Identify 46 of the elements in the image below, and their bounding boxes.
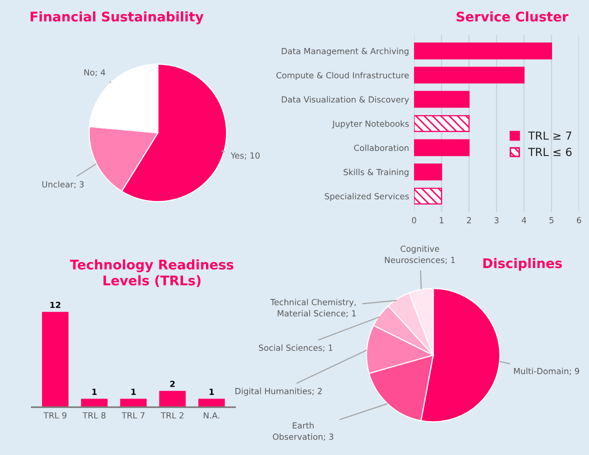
- y-tick-label: Data Visualization & Discovery: [282, 96, 409, 104]
- x-tick-label: TRL 8: [82, 412, 106, 419]
- bar: [414, 115, 470, 132]
- bar: [414, 42, 552, 60]
- bar: [414, 90, 470, 108]
- data-label: 1: [92, 388, 97, 395]
- x-tick-label: 3: [494, 217, 499, 224]
- x-tick-label: N.A.: [204, 412, 220, 418]
- bar: [414, 164, 442, 180]
- y-tick-label: Compute & Cloud Infrastructure: [276, 72, 409, 80]
- x-tick-label: TRL 9: [43, 412, 66, 419]
- legend-label: TRL ≥ 7: [528, 132, 572, 140]
- x-tick-label: 1: [440, 217, 444, 224]
- bar: [414, 188, 442, 205]
- slice-label: Earth Observation; 3: [272, 422, 334, 441]
- chart-title: Financial Sustainability: [30, 11, 204, 24]
- chart-title: Technology Readiness Levels (TRLs): [70, 259, 234, 287]
- x-tick-label: 5: [549, 217, 554, 224]
- slice-label: Technical Chemistry, Material Science; 1: [270, 298, 356, 318]
- slice-label: Yes; 10: [230, 152, 260, 160]
- slice-label: Social Sciences; 1: [258, 344, 332, 352]
- x-tick-label: 4: [522, 217, 526, 224]
- slice-label: Cognitive Neurosciences; 1: [384, 245, 455, 264]
- slice-label: Digital Humanities; 2: [235, 388, 322, 396]
- legend-label: TRL ≤ 6: [528, 148, 572, 156]
- text: Disciplines: [483, 258, 562, 271]
- slice-label: No; 4: [84, 69, 106, 76]
- data-label: 12: [50, 302, 60, 308]
- y-tick-label: Specialized Services: [324, 192, 409, 202]
- bar: [414, 66, 525, 84]
- x-tick-label: 0: [412, 217, 416, 224]
- data-label: 2: [170, 380, 175, 387]
- y-tick-label: Collaboration: [354, 144, 408, 152]
- bar: [414, 139, 470, 156]
- x-tick-label: 6: [576, 217, 582, 224]
- slice-label: Unclear; 3: [42, 181, 84, 188]
- data-label: 1: [210, 388, 214, 395]
- x-tick-label: TRL 2: [160, 412, 184, 418]
- x-tick-label: TRL 7: [122, 412, 144, 418]
- y-tick-label: Data Management & Archiving: [282, 48, 408, 56]
- y-tick-label: Skills & Training: [344, 168, 408, 177]
- x-tick-label: 2: [467, 217, 471, 224]
- chart-title: Service Cluster: [456, 11, 568, 22]
- slice-label: Multi-Domain; 9: [514, 368, 580, 376]
- data-label: 1: [131, 388, 136, 395]
- y-tick-label: Jupyter Notebooks: [332, 120, 409, 128]
